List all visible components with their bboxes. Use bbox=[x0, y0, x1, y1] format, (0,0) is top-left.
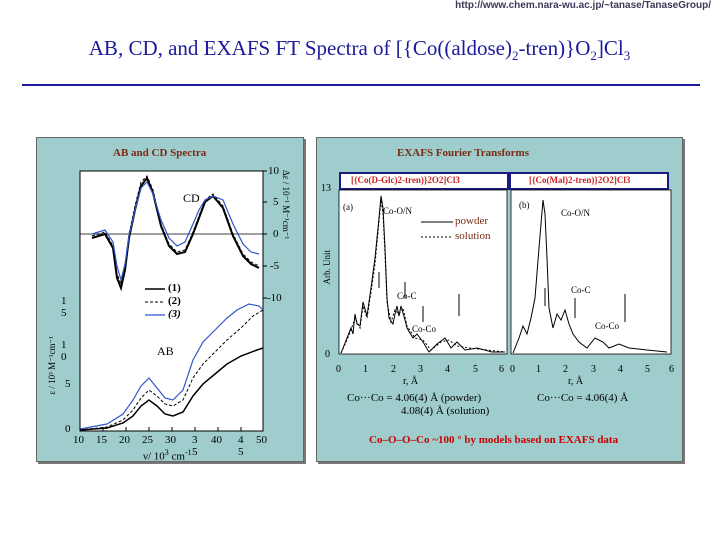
y-max-tick: 13 bbox=[321, 183, 331, 194]
y-left-tick: 1 bbox=[61, 339, 67, 351]
legend-item-3: (3) bbox=[168, 308, 181, 320]
x-axis-label-b: r, Å bbox=[568, 376, 584, 387]
ab-curve-3 bbox=[79, 303, 264, 430]
y-right-axis-label: Δε / 10⁻¹ M⁻¹cm⁻¹ bbox=[281, 170, 291, 240]
y-right-tick: -10 bbox=[267, 292, 282, 304]
right-axis-ticks bbox=[263, 170, 267, 299]
x-tick-a: 3 bbox=[418, 364, 423, 375]
x-axis-ticks bbox=[79, 427, 264, 431]
x-tick-a: 0 bbox=[336, 364, 341, 375]
legend-powder: powder bbox=[455, 215, 488, 227]
y-right-tick: -5 bbox=[270, 260, 280, 272]
x-tick-sub: 5 bbox=[238, 446, 244, 458]
x-tick: 25 bbox=[142, 434, 153, 446]
ft-a-solution bbox=[340, 199, 506, 354]
footer-note: Co–O–O–Co ~100 ° by models based on EXAF… bbox=[369, 434, 619, 446]
ab-cd-chart bbox=[79, 170, 267, 432]
x-tick-b: 5 bbox=[645, 364, 650, 375]
y-axis-label: Arb. Unit bbox=[322, 250, 332, 285]
y-right-tick: 5 bbox=[273, 196, 279, 208]
source-url: http://www.chem.nara-wu.ac.jp/~tanase/Ta… bbox=[455, 0, 711, 11]
x-tick: 3 bbox=[192, 434, 198, 446]
legend-item-1: (1) bbox=[168, 282, 181, 294]
header-a-box bbox=[341, 174, 507, 188]
ab-label: AB bbox=[157, 344, 174, 358]
x-tick: 10 bbox=[73, 434, 84, 446]
x-tick-sub: 5 bbox=[192, 446, 198, 458]
cd-curve-2 bbox=[91, 175, 260, 286]
plot-area bbox=[79, 170, 264, 432]
exafs-ft-panel: EXAFS Fourier Transforms [{Co(D-Glc)2-tr… bbox=[316, 137, 683, 462]
x-tick-a: 2 bbox=[391, 364, 396, 375]
x-tick-b: 6 bbox=[669, 364, 674, 375]
peak-a-coc: Co-C bbox=[397, 291, 417, 301]
x-axis-label-a: r, Å bbox=[403, 376, 419, 387]
cd-label: CD bbox=[183, 191, 200, 205]
peak-b-coc: Co-C bbox=[571, 285, 591, 295]
x-tick-b: 2 bbox=[563, 364, 568, 375]
peak-a-coo: Co-O/N bbox=[383, 206, 412, 216]
plot-b-label: (b) bbox=[519, 200, 530, 210]
x-tick: 4 bbox=[238, 434, 244, 446]
peak-b-coo: Co-O/N bbox=[561, 208, 590, 218]
cd-curve-3 bbox=[91, 180, 260, 283]
x-tick-a: 5 bbox=[473, 364, 478, 375]
y-left-tick: 0 bbox=[61, 351, 67, 363]
ft-a-powder bbox=[340, 195, 505, 354]
exafs-chart bbox=[338, 172, 672, 355]
y-left-tick: 5 bbox=[61, 307, 67, 319]
x-tick: 20 bbox=[119, 434, 130, 446]
x-tick-a: 1 bbox=[363, 364, 368, 375]
y-left-tick: 1 bbox=[61, 295, 67, 307]
ab-curve-1 bbox=[79, 347, 264, 431]
x-tick: 40 bbox=[211, 434, 222, 446]
ft-b bbox=[512, 199, 668, 354]
y-right-tick: 0 bbox=[273, 228, 279, 240]
x-tick: 30 bbox=[165, 434, 176, 446]
x-axis-label: ν/ 103 cm-1 bbox=[143, 448, 192, 463]
x-tick-a: 4 bbox=[445, 364, 450, 375]
y-min-tick: 0 bbox=[325, 349, 330, 360]
distance-b: Co···Co = 4.06(4) Å bbox=[537, 392, 629, 404]
header-a-label: [{Co(D-Glc)2-tren)}2O2]Cl3 bbox=[351, 175, 460, 185]
x-tick-b: 1 bbox=[536, 364, 541, 375]
title-underline bbox=[22, 84, 700, 86]
legend-item-2: (2) bbox=[168, 295, 181, 307]
cd-curve-1 bbox=[91, 175, 260, 292]
x-tick: 15 bbox=[96, 434, 107, 446]
legend-solution: solution bbox=[455, 230, 491, 242]
x-tick-b: 4 bbox=[618, 364, 623, 375]
ab-cd-spectra-panel: AB and CD Spectra CD AB bbox=[36, 137, 304, 463]
plot-a-label: (a) bbox=[343, 202, 353, 212]
exafs-panel-title: EXAFS Fourier Transforms bbox=[397, 147, 529, 159]
y-right-tick: 10 bbox=[268, 165, 279, 177]
x-tick-b: 0 bbox=[510, 364, 515, 375]
y-left-tick: 0 bbox=[65, 423, 71, 435]
x-tick-a: 6 bbox=[499, 364, 504, 375]
ab-curve-2 bbox=[79, 309, 264, 431]
distance-a-line1: Co···Co = 4.06(4) Å (powder) bbox=[347, 392, 482, 404]
x-tick: 50 bbox=[256, 434, 267, 446]
header-b-label: [{Co(Mal)2-tren)}2O2]Cl3 bbox=[529, 175, 631, 185]
plot-a bbox=[338, 189, 508, 355]
distance-a-line2: 4.08(4) Å (solution) bbox=[401, 405, 490, 417]
peak-a-coco: Co-Co bbox=[412, 324, 437, 334]
plot-b bbox=[510, 189, 672, 355]
ab-cd-panel-title: AB and CD Spectra bbox=[113, 147, 207, 159]
peak-b-coco: Co-Co bbox=[595, 321, 620, 331]
page-title: AB, CD, and EXAFS FT Spectra of [{Co((al… bbox=[88, 36, 631, 64]
y-left-tick: 5 bbox=[65, 378, 71, 390]
header-b-box bbox=[511, 174, 667, 188]
y-left-axis-label: ε / 10³ M⁻¹cm⁻¹ bbox=[47, 336, 57, 395]
x-tick-b: 3 bbox=[591, 364, 596, 375]
